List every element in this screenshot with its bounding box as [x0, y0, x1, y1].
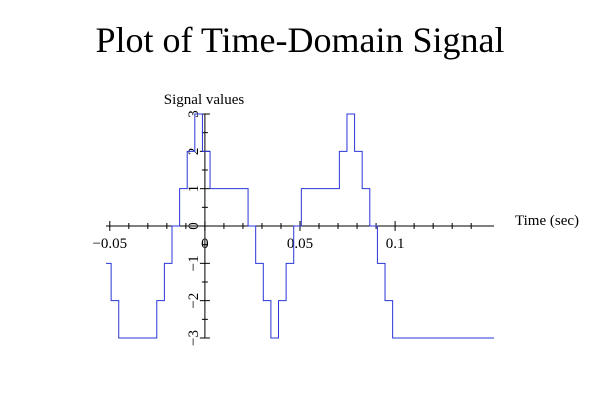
y-tick-label: 1 [186, 185, 202, 193]
x-tick-label: 0.05 [287, 236, 313, 252]
y-tick-label: −2 [186, 293, 202, 309]
x-axis-label: Time (sec) [515, 213, 579, 229]
y-axis-label: Signal values [164, 92, 245, 108]
series-group [106, 113, 494, 339]
y-tick-label: 0 [186, 222, 202, 230]
chart-title: Plot of Time-Domain Signal [95, 20, 504, 60]
y-tick-label: −1 [186, 255, 202, 271]
y-tick-label: −3 [186, 330, 202, 346]
signal-line [106, 113, 494, 339]
x-tick-label: 0 [201, 236, 209, 252]
x-tick-label: −0.05 [92, 236, 127, 252]
y-tick-label: 3 [186, 110, 202, 118]
x-tick-label: 0.1 [386, 236, 405, 252]
